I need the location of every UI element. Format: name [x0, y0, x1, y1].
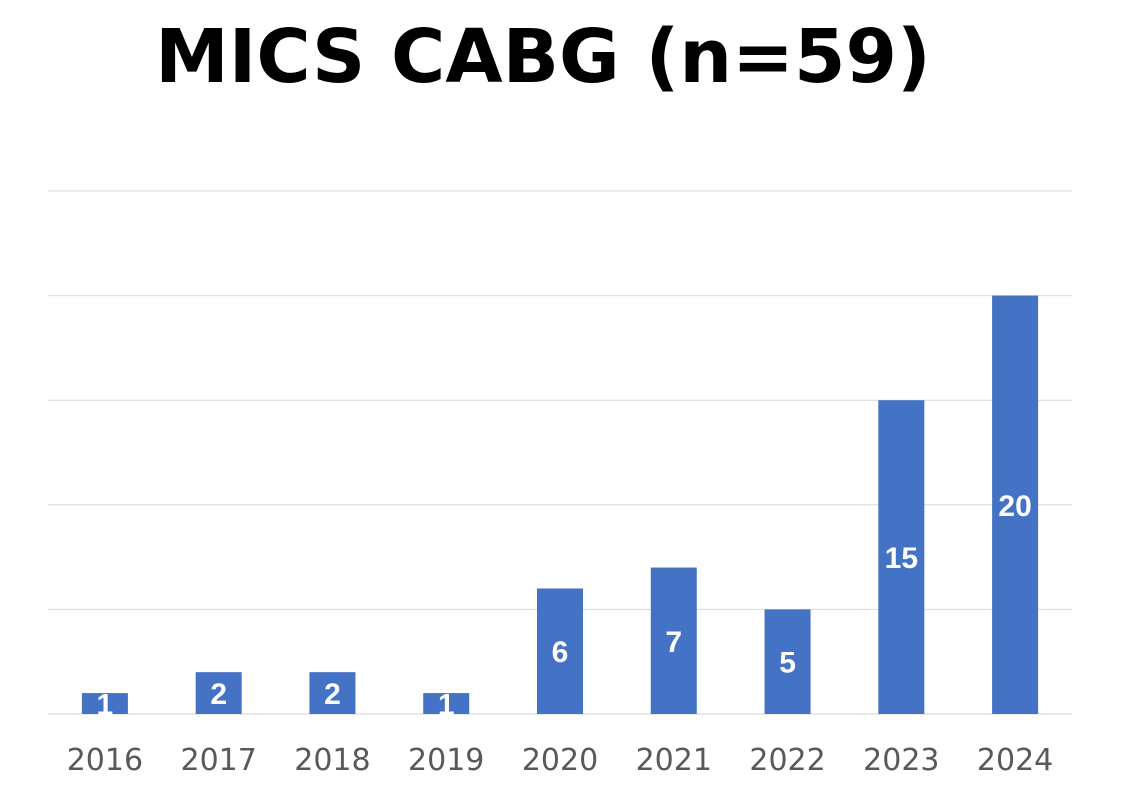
x-tick-label-2020: 2020: [522, 743, 598, 778]
bars: [81, 295, 1039, 714]
bar-2022: [764, 609, 811, 714]
x-tick-label-2019: 2019: [408, 743, 484, 778]
bar-2020: [537, 588, 583, 714]
bar-2023: [878, 400, 925, 714]
data-label-2021: 7: [665, 626, 682, 659]
data-label-2019: 1: [438, 689, 455, 722]
x-tick-label-2023: 2023: [863, 743, 939, 778]
x-tick-label-2022: 2022: [749, 743, 825, 778]
data-label-2017: 2: [210, 678, 227, 711]
bar-2018: [309, 672, 356, 714]
bar-2019: [423, 693, 470, 714]
x-tick-labels: 2016 2017 2018 2019 2020 2021 2022 2023 2024: [67, 743, 1054, 778]
x-tick-label-2017: 2017: [180, 743, 256, 778]
bar-2017: [195, 672, 242, 714]
data-label-2024: 20: [998, 490, 1031, 523]
x-tick-label-2016: 2016: [67, 743, 143, 778]
bar-2024: [992, 295, 1039, 714]
data-label-2016: 1: [97, 689, 114, 722]
x-tick-label-2024: 2024: [977, 743, 1053, 778]
data-label-2022: 5: [779, 647, 796, 680]
x-tick-label-2021: 2021: [636, 743, 712, 778]
bar-2016: [81, 693, 128, 714]
data-label-2018: 2: [324, 678, 341, 711]
data-labels: 1 2 2 1 6 7 5 15 20: [97, 490, 1032, 722]
data-label-2020: 6: [552, 636, 569, 669]
bar-2021: [650, 567, 697, 714]
x-tick-label-2018: 2018: [294, 743, 370, 778]
chart-title: MICS CABG (n=59): [155, 14, 931, 100]
data-label-2023: 15: [885, 542, 918, 575]
